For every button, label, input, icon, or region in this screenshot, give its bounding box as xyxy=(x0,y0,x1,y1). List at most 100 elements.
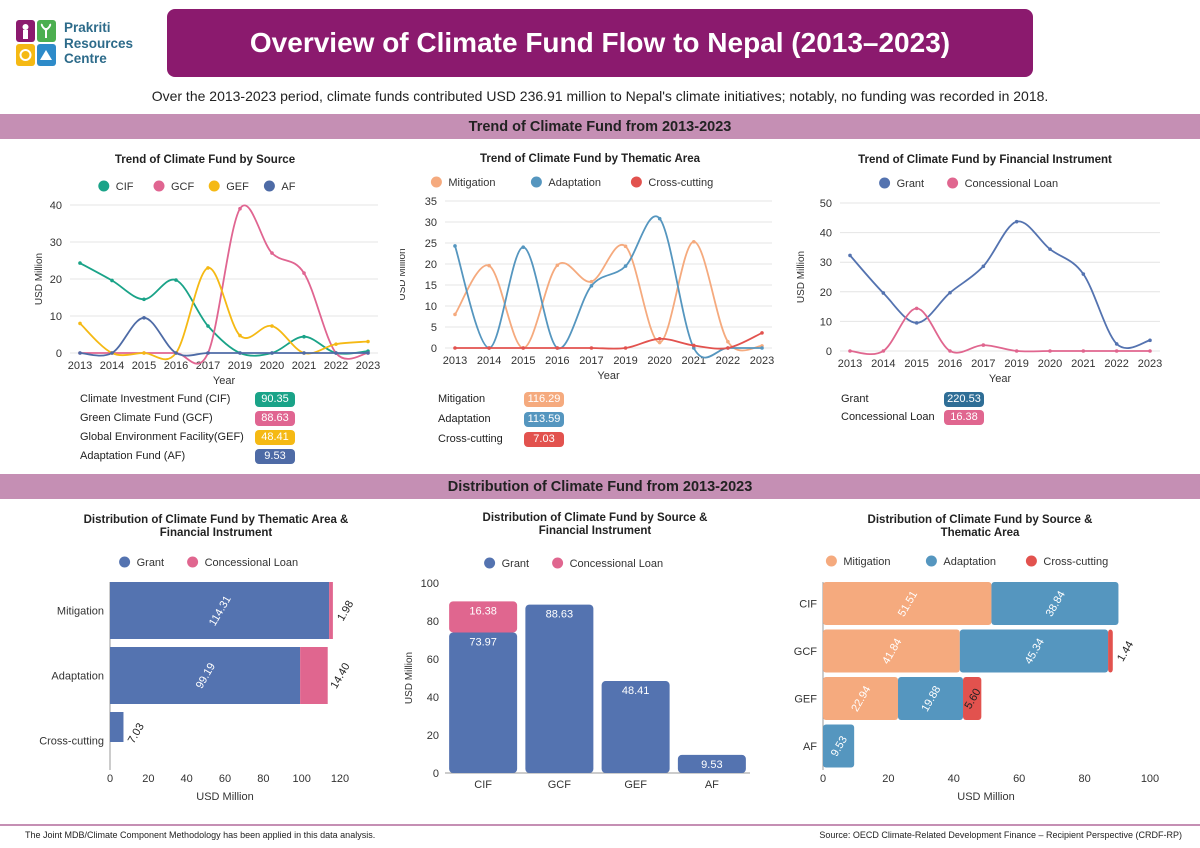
x-tick-label: 2022 xyxy=(324,360,348,372)
total-row-adaptation: Adaptation 113.59 xyxy=(438,412,738,429)
legend-label-adaptation: Adaptation xyxy=(548,177,601,189)
y-tick-label: 40 xyxy=(820,228,832,240)
x-tick-label: 60 xyxy=(219,773,231,785)
x-tick-label: 2017 xyxy=(579,355,603,367)
legend-marker-grant xyxy=(879,177,891,189)
y-tick-label: 0 xyxy=(431,343,437,355)
x-tick-label: 2020 xyxy=(647,355,671,367)
section-band-distribution: Distribution of Climate Fund from 2013-2… xyxy=(0,474,1200,499)
x-tick-label: 80 xyxy=(1078,773,1090,785)
point-grant-2014 xyxy=(881,291,886,295)
data-label-adaptation-concessional-loan: 14.40 xyxy=(329,661,353,691)
point-concessional-loan-2020 xyxy=(1048,349,1052,353)
x-axis-label: Year xyxy=(597,370,620,382)
chart-thematic-instrument: Distribution of Climate Fund by Thematic… xyxy=(39,514,356,803)
data-label-cif-concessional-loan: 16.38 xyxy=(469,605,497,617)
point-cross-cutting-2014 xyxy=(487,346,491,350)
x-tick-label: 0 xyxy=(107,773,113,785)
point-concessional-loan-2013 xyxy=(848,349,852,353)
chart-source-trend: Trend of Climate Fund by Source CIF GCF GEF… xyxy=(34,154,380,387)
legend-label-gcf: GCF xyxy=(171,181,195,193)
total-value-pill: 113.59 xyxy=(524,412,564,427)
point-mitigation-2016 xyxy=(555,263,560,268)
y-tick-label: 5 xyxy=(431,322,437,334)
data-label-cif-grant: 73.97 xyxy=(469,636,497,648)
point-adaptation-2023 xyxy=(760,346,764,350)
point-af-2015 xyxy=(142,316,146,320)
total-row-mitigation: Mitigation 116.29 xyxy=(438,392,738,409)
x-tick-label: 40 xyxy=(181,773,193,785)
point-grant-2017 xyxy=(981,264,986,269)
x-tick-label: 2014 xyxy=(871,358,895,370)
legend-marker-gef xyxy=(208,180,220,192)
legend-marker-adaptation xyxy=(925,555,937,567)
x-tick-label: 2015 xyxy=(904,358,928,370)
legend-label-mitigation: Mitigation xyxy=(448,177,495,189)
category-label-gcf: GCF xyxy=(548,779,572,791)
x-tick-label: 2023 xyxy=(1138,358,1162,370)
total-row-cross-cutting: Cross-cutting 7.03 xyxy=(438,432,738,449)
point-adaptation-2017 xyxy=(589,284,594,288)
point-cif-2016 xyxy=(174,278,178,282)
bar-mitigation-concessional-loan xyxy=(329,582,333,639)
legend-label-concessional-loan: Concessional Loan xyxy=(965,178,1059,190)
y-tick-label: 25 xyxy=(425,238,437,250)
total-label: Mitigation xyxy=(438,393,486,405)
x-tick-label: 2019 xyxy=(613,355,637,367)
y-axis-label: USD Million xyxy=(796,251,807,303)
point-af-2013 xyxy=(78,351,82,355)
legend-label-cross-cutting: Cross-cutting xyxy=(648,177,713,189)
data-label-gcf-grant: 88.63 xyxy=(546,609,574,621)
point-gef-2020 xyxy=(270,324,274,328)
bar-gef-adaptation xyxy=(898,677,964,720)
data-label-cross-cutting-grant: 7.03 xyxy=(126,721,147,746)
point-concessional-loan-2016 xyxy=(948,349,952,353)
point-grant-2015 xyxy=(914,321,919,325)
legend-marker-gcf xyxy=(153,180,165,192)
x-tick-label: 2021 xyxy=(1071,358,1095,370)
bar-gef-grant xyxy=(601,681,670,773)
chart-instrument-trend: Trend of Climate Fund by Financial Instr… xyxy=(796,154,1162,385)
y-tick-label: 0 xyxy=(56,348,62,360)
x-tick-label: 2017 xyxy=(971,358,995,370)
legend-label-grant: Grant xyxy=(897,178,925,190)
y-tick-label: 0 xyxy=(433,768,439,780)
y-tick-label: 15 xyxy=(425,280,437,292)
point-grant-2019 xyxy=(1014,219,1019,224)
footer-source-note: Source: OECD Climate-Related Development… xyxy=(819,830,1182,840)
x-tick-label: 2015 xyxy=(511,355,535,367)
bar-af-adaptation xyxy=(823,724,855,768)
total-label: Global Environment Facility(GEF) xyxy=(80,431,244,443)
chart-title: Trend of Climate Fund by Source xyxy=(115,154,295,166)
point-concessional-loan-2022 xyxy=(1114,349,1119,353)
x-tick-label: 2016 xyxy=(938,358,962,370)
bar-cif-mitigation xyxy=(823,582,992,625)
chart-title: Trend of Climate Fund by Thematic Area xyxy=(480,153,701,165)
y-tick-label: 100 xyxy=(421,578,439,590)
total-row-concessional-loan: Concessional Loan 16.38 xyxy=(841,410,1141,427)
x-tick-label: 2017 xyxy=(196,360,220,372)
data-label-gef-grant: 48.41 xyxy=(622,685,650,697)
section-band-trend: Trend of Climate Fund from 2013-2023 xyxy=(0,114,1200,139)
legend-label-concessional-loan: Concessional Loan xyxy=(205,557,299,569)
x-axis-label: USD Million xyxy=(196,791,253,803)
x-tick-label: 80 xyxy=(257,773,269,785)
total-label: Cross-cutting xyxy=(438,433,503,445)
legend-marker-mitigation xyxy=(430,176,442,188)
chart-source-thematic: Distribution of Climate Fund by Source &… xyxy=(794,514,1159,803)
legend-marker-concessional-loan xyxy=(947,177,959,189)
point-adaptation-2020 xyxy=(657,216,662,221)
category-label-adaptation: Adaptation xyxy=(51,671,104,683)
point-cif-2015 xyxy=(142,297,146,302)
category-label-cif: CIF xyxy=(799,599,817,611)
footer-methodology-note: The Joint MDB/Climate Component Methodol… xyxy=(25,830,376,840)
y-tick-label: 30 xyxy=(820,257,832,269)
title-banner: Overview of Climate Fund Flow to Nepal (… xyxy=(167,9,1033,77)
point-gcf-2019 xyxy=(238,206,242,211)
total-value-pill: 220.53 xyxy=(944,392,984,407)
point-mitigation-2020 xyxy=(657,340,662,345)
total-value-pill: 116.29 xyxy=(524,392,564,407)
footer-divider xyxy=(0,824,1200,826)
series-line-cif xyxy=(79,262,369,357)
legend-label-grant: Grant xyxy=(137,557,165,569)
